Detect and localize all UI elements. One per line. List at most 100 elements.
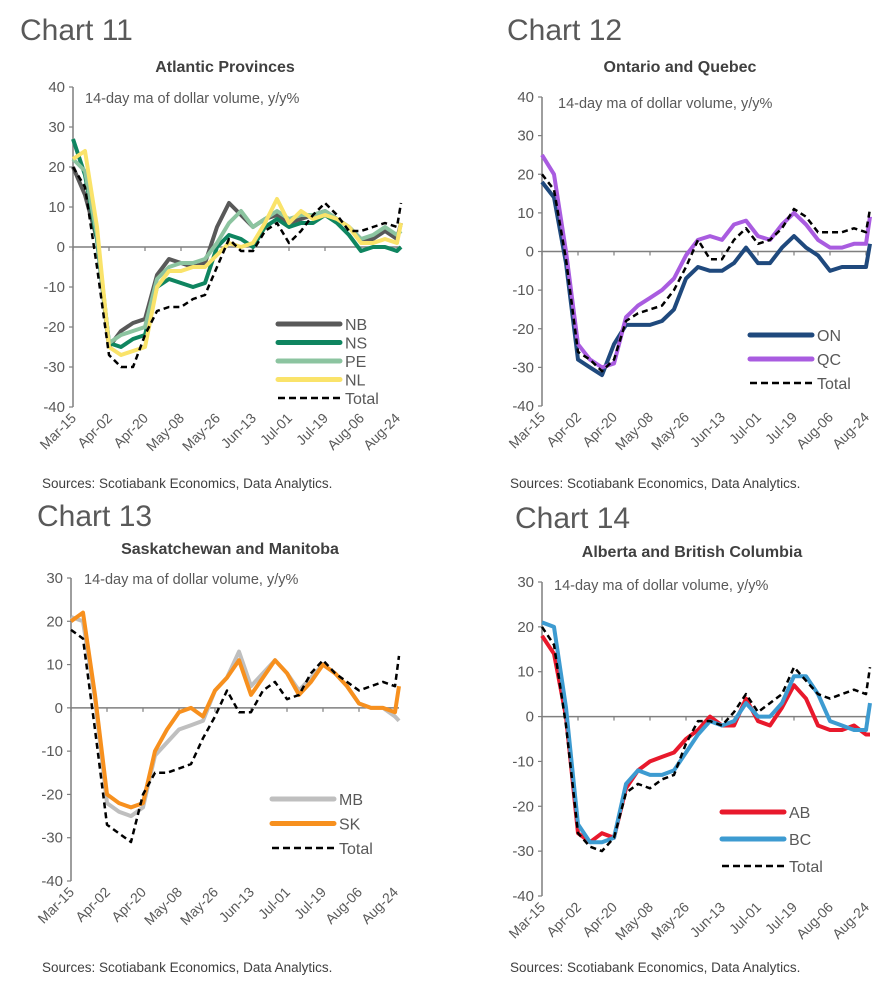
x-tick-label: May-26 [648, 409, 692, 453]
x-tick-label: Apr-02 [72, 884, 113, 925]
y-tick-label: 0 [57, 239, 65, 256]
x-tick-label: May-08 [612, 409, 656, 453]
chart-14: 3020100-10-20-30-40Mar-15Apr-02Apr-20May… [505, 574, 872, 943]
y-tick-label: 30 [46, 570, 63, 587]
y-tick-label: -20 [512, 798, 534, 815]
y-tick-label: 10 [48, 199, 65, 216]
series-line-bc [541, 620, 872, 845]
y-tick-label: -40 [41, 873, 63, 890]
y-tick-label: 40 [517, 89, 534, 106]
x-tick-label: Jul-01 [726, 899, 764, 937]
legend-label-mb: MB [339, 792, 363, 809]
x-tick-label: Jul-01 [255, 884, 293, 922]
y-tick-label: -10 [41, 743, 63, 760]
x-tick-label: May-08 [612, 899, 656, 943]
chart-12: 403020100-10-20-30-40Mar-15Apr-02Apr-20M… [505, 89, 872, 453]
chart-11-source: Sources: Scotiabank Economics, Data Anal… [42, 476, 333, 491]
chart-note: 14-day ma of dollar volume, y/y% [558, 96, 772, 112]
y-tick-label: 0 [55, 700, 63, 717]
chart-note: 14-day ma of dollar volume, y/y% [84, 572, 298, 588]
series-line-pe [71, 157, 403, 345]
x-tick-label: Mar-15 [505, 899, 548, 942]
chart-14-label: Chart 14 [515, 502, 631, 535]
x-tick-label: Aug-24 [829, 899, 872, 942]
y-tick-label: 10 [517, 205, 534, 222]
chart-11-label: Chart 11 [20, 14, 133, 47]
y-tick-label: -20 [41, 786, 63, 803]
chart-14-source: Sources: Scotiabank Economics, Data Anal… [510, 960, 801, 975]
legend-label-total: Total [789, 859, 823, 876]
chart-13-title: Saskatchewan and Manitoba [121, 541, 339, 558]
x-tick-label: May-08 [141, 884, 185, 928]
y-tick-label: -10 [43, 279, 65, 296]
series-line-nl [71, 149, 403, 357]
series-line-total [540, 626, 872, 853]
x-tick-label: Apr-02 [74, 410, 115, 451]
chart-13-label: Chart 13 [37, 500, 153, 533]
y-tick-label: -30 [512, 359, 534, 376]
x-tick-label: Aug-06 [324, 410, 367, 453]
x-tick-label: Mar-15 [505, 409, 548, 452]
y-tick-label: -30 [41, 830, 63, 847]
y-tick-label: 30 [48, 119, 65, 136]
x-tick-label: May-26 [179, 410, 223, 454]
x-tick-label: Aug-24 [360, 410, 403, 453]
y-tick-label: -40 [512, 888, 534, 905]
legend-label-total: Total [339, 841, 373, 858]
legend-label-nb: NB [345, 317, 367, 334]
y-tick-label: 30 [517, 128, 534, 145]
x-tick-label: Mar-15 [34, 884, 77, 927]
series-line-total [70, 628, 401, 844]
y-tick-label: 30 [517, 574, 534, 591]
x-tick-label: Jun-13 [687, 899, 729, 941]
x-tick-label: Jun-13 [216, 884, 258, 926]
series-line-ns [71, 138, 403, 349]
legend-label-sk: SK [339, 817, 361, 834]
chart-11: 403020100-10-20-30-40Mar-15Apr-02Apr-20M… [36, 79, 403, 454]
y-tick-label: 10 [46, 657, 63, 674]
legend-label-ns: NS [345, 336, 367, 353]
x-tick-label: Aug-24 [358, 884, 401, 927]
legend-label-nl: NL [345, 373, 366, 390]
y-tick-label: 0 [526, 709, 534, 726]
series-line-sk [69, 610, 401, 810]
series-line-on [540, 180, 872, 378]
y-tick-label: -10 [512, 753, 534, 770]
chart-11-title: Atlantic Provinces [155, 59, 295, 76]
x-tick-label: Aug-06 [793, 899, 836, 942]
x-tick-label: Mar-15 [36, 410, 79, 453]
x-tick-label: Jun-13 [687, 409, 729, 451]
y-tick-label: 10 [517, 664, 534, 681]
legend-label-bc: BC [789, 832, 811, 849]
y-tick-label: -10 [512, 282, 534, 299]
x-tick-label: Apr-02 [543, 899, 584, 940]
chart-12-label: Chart 12 [507, 14, 623, 47]
legend-label-ab: AB [789, 805, 810, 822]
y-tick-label: 20 [48, 159, 65, 176]
y-tick-label: -20 [512, 321, 534, 338]
legend-label-qc: QC [817, 352, 841, 369]
x-tick-label: May-26 [177, 884, 221, 928]
y-tick-label: 40 [48, 79, 65, 96]
y-tick-label: -30 [43, 359, 65, 376]
y-tick-label: -40 [512, 398, 534, 415]
series-line-mb [70, 615, 401, 819]
chart-13: 3020100-10-20-30-40Mar-15Apr-02Apr-20May… [34, 570, 401, 928]
x-tick-label: Jun-13 [218, 410, 260, 452]
legend-label-pe: PE [345, 354, 366, 371]
y-tick-label: 20 [517, 619, 534, 636]
legend-label-total: Total [345, 391, 379, 408]
series-line-total [71, 166, 403, 369]
chart-12-title: Ontario and Quebec [603, 59, 757, 76]
series-line-ab [540, 634, 870, 845]
x-tick-label: May-26 [648, 899, 692, 943]
y-tick-label: 20 [46, 613, 63, 630]
legend-label-total: Total [817, 376, 851, 393]
chart-13-source: Sources: Scotiabank Economics, Data Anal… [42, 960, 333, 975]
x-tick-label: Aug-06 [793, 409, 836, 452]
y-tick-label: 20 [517, 166, 534, 183]
legend-label-on: ON [817, 328, 841, 345]
y-tick-label: -30 [512, 843, 534, 860]
x-tick-label: Jul-01 [726, 409, 764, 447]
